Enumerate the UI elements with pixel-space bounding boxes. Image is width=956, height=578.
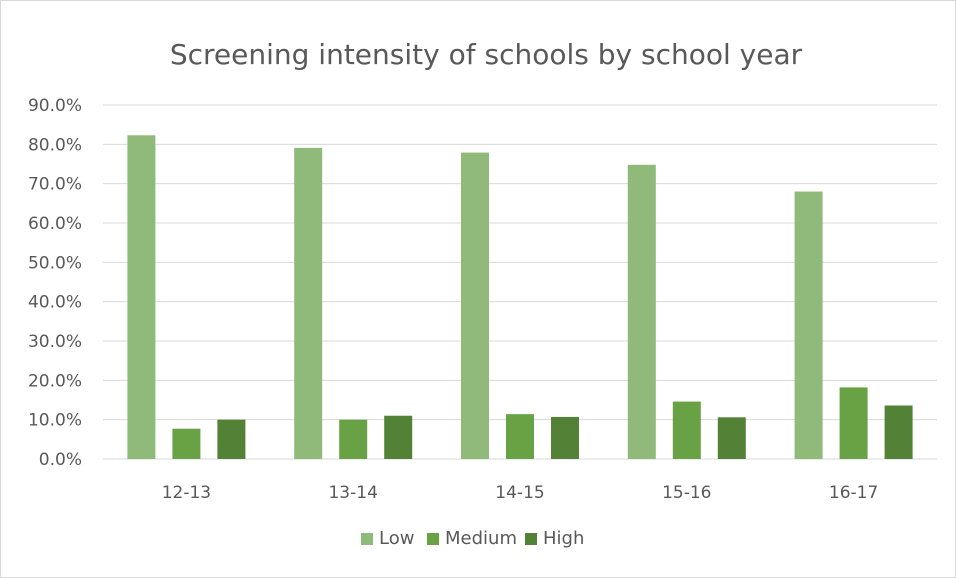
- bar-medium-13-14: [339, 419, 368, 459]
- bar-low-15-16: [627, 164, 656, 459]
- bar-medium-16-17: [839, 387, 868, 459]
- bar-high-16-17: [884, 405, 913, 459]
- bar-medium-12-13: [172, 428, 201, 459]
- chart-title: Screening intensity of schools by school…: [170, 38, 803, 71]
- x-tick-label: 16-17: [829, 483, 878, 503]
- legend-label-low: Low: [379, 528, 414, 549]
- y-tick-label: 10.0%: [28, 411, 82, 431]
- y-tick-label: 50.0%: [28, 253, 82, 273]
- y-tick-label: 20.0%: [28, 371, 82, 391]
- bar-high-14-15: [551, 416, 579, 459]
- y-tick-label: 80.0%: [28, 135, 82, 155]
- y-tick-label: 0.0%: [39, 450, 82, 470]
- y-tick-label: 60.0%: [28, 214, 82, 234]
- bar-low-13-14: [294, 147, 323, 459]
- x-tick-label: 15-16: [662, 483, 711, 503]
- legend-swatch-high: [525, 533, 537, 545]
- bar-low-14-15: [461, 152, 489, 460]
- bar-medium-14-15: [506, 414, 534, 459]
- y-tick-label: 40.0%: [28, 293, 82, 313]
- legend-swatch-medium: [427, 533, 439, 545]
- bar-high-13-14: [384, 415, 413, 459]
- bar-low-16-17: [794, 191, 823, 460]
- legend-swatch-low: [361, 533, 373, 545]
- bar-low-12-13: [127, 135, 156, 459]
- x-axis-ticks: 12-13 13-14 14-15 15-16 16-17: [162, 483, 879, 503]
- y-tick-label: 30.0%: [28, 332, 82, 352]
- legend-label-medium: Medium: [445, 528, 517, 549]
- y-tick-label: 90.0%: [28, 96, 82, 116]
- bar-medium-15-16: [672, 401, 701, 459]
- bars: [127, 135, 913, 460]
- y-axis-ticks: 0.0% 10.0% 20.0% 30.0% 40.0% 50.0% 60.0% 70.0% 8…: [28, 96, 82, 470]
- legend-label-high: High: [543, 528, 584, 549]
- bar-high-15-16: [717, 417, 746, 459]
- x-tick-label: 13-14: [328, 483, 377, 503]
- x-tick-label: 12-13: [162, 483, 211, 503]
- legend: Low Medium High: [361, 528, 584, 549]
- y-tick-label: 70.0%: [28, 175, 82, 195]
- x-tick-label: 14-15: [495, 483, 544, 503]
- bar-high-12-13: [217, 419, 246, 459]
